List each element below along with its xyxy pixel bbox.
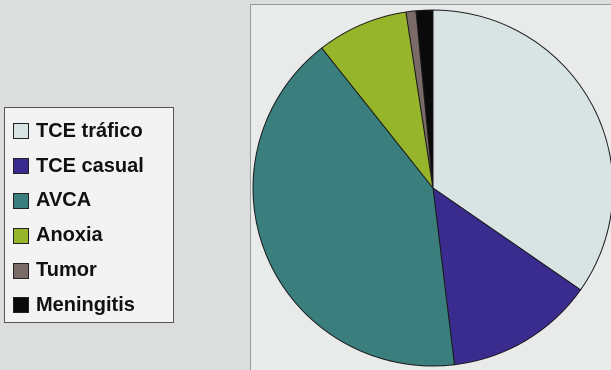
legend-label: Meningitis xyxy=(36,293,135,316)
legend-swatch xyxy=(13,227,29,244)
pie-slice-anoxia xyxy=(321,11,434,190)
legend-item-anoxia: Anoxia xyxy=(13,218,173,253)
pie-slice-tce-tr-fico xyxy=(432,9,611,291)
pie-slice-avca xyxy=(252,47,455,367)
legend-item-tce-trafico: TCE tráfico xyxy=(13,114,173,149)
legend-item-tumor: Tumor xyxy=(13,253,173,288)
legend-label: Tumor xyxy=(36,259,97,282)
pie-slice-meningitis xyxy=(415,9,434,189)
legend-item-meningitis: Meningitis xyxy=(13,288,173,323)
legend-label: TCE casual xyxy=(36,154,144,177)
legend: TCE tráfico TCE casual AVCA Anoxia Tumor… xyxy=(4,107,174,323)
legend-swatch xyxy=(13,158,29,175)
legend-label: Anoxia xyxy=(36,224,103,247)
pie-slice-tce-casual xyxy=(432,186,582,366)
legend-swatch xyxy=(13,262,29,279)
legend-swatch xyxy=(13,192,29,209)
legend-swatch xyxy=(13,123,29,140)
legend-label: AVCA xyxy=(36,189,92,212)
legend-item-avca: AVCA xyxy=(13,184,173,219)
legend-item-tce-casual: TCE casual xyxy=(13,149,173,184)
legend-swatch xyxy=(13,297,29,314)
legend-label: TCE tráfico xyxy=(36,119,143,142)
